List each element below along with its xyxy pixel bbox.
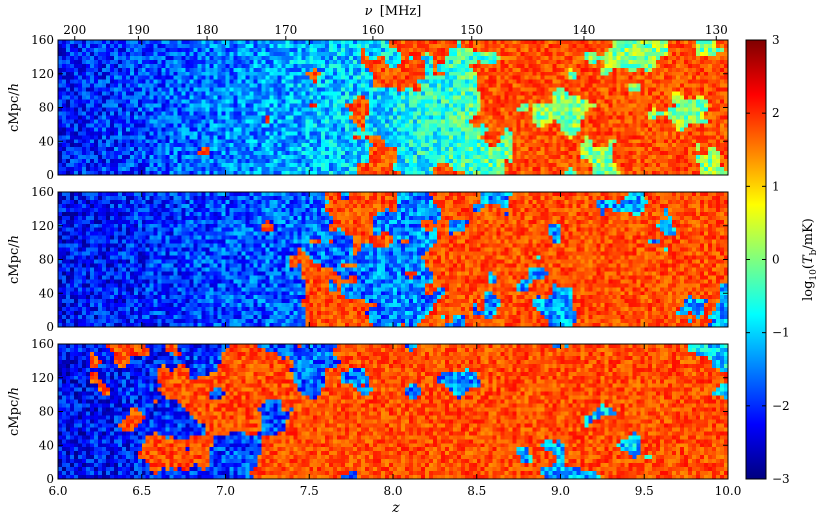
x-tick-label: 7.0 <box>216 484 235 498</box>
y-tick-label: 80 <box>39 405 54 419</box>
x-tick-label: 8.0 <box>383 484 402 498</box>
x-tick-label: 6.5 <box>132 484 151 498</box>
y-tick-label: 160 <box>31 33 54 47</box>
y-axis-label-middle: cMpc/h <box>7 235 22 284</box>
colorbar-tick-label: 0 <box>772 253 780 267</box>
heatmap-image-top <box>58 40 728 175</box>
y-tick-label: 0 <box>46 472 54 486</box>
y-tick-label: 0 <box>46 320 54 334</box>
x-tick-label: 8.5 <box>467 484 486 498</box>
colorbar-tick-label: 3 <box>772 33 780 47</box>
top-axis-label: ν [MHz] <box>365 4 422 19</box>
heatmap-image-middle <box>58 192 728 327</box>
y-tick-label: 40 <box>39 438 54 452</box>
y-tick-label: 120 <box>31 371 54 385</box>
y-tick-label: 160 <box>31 185 54 199</box>
y-tick-label: 80 <box>39 101 54 115</box>
colorbar-tick-label: 2 <box>772 106 780 120</box>
y-tick-label: 120 <box>31 67 54 81</box>
y-tick-label: 160 <box>31 337 54 351</box>
top-tick-label: 190 <box>127 23 150 37</box>
panel-top: 0 40 80 120 160 cMpc/h <box>7 33 729 182</box>
panel-bottom: 0 40 80 120 160 cMpc/h <box>7 337 729 486</box>
colorbar-tick-label: −1 <box>772 326 790 340</box>
heatmap-image-bottom <box>58 344 728 479</box>
top-frequency-axis: ν [MHz] 200 190 180 170 160 150 140 130 <box>63 4 728 40</box>
x-tick-label: 9.5 <box>635 484 654 498</box>
colorbar-tick-label: −3 <box>772 472 790 486</box>
top-tick-label: 130 <box>705 23 728 37</box>
top-tick-label: 150 <box>460 23 483 37</box>
x-tick-label: 9.0 <box>551 484 570 498</box>
y-tick-label: 120 <box>31 219 54 233</box>
colorbar-tick-label: −2 <box>772 399 790 413</box>
x-tick-label: 7.5 <box>300 484 319 498</box>
y-tick-label: 0 <box>46 168 54 182</box>
x-axis: 6.0 6.5 7.0 7.5 8.0 8.5 9.0 9.5 10.0 z <box>48 484 741 516</box>
x-tick-label: 10.0 <box>715 484 742 498</box>
top-axis-label-symbol: ν <box>365 4 373 19</box>
colorbar-label: log10(Tb/mK) <box>801 218 819 301</box>
top-tick-label: 200 <box>63 23 86 37</box>
x-axis-ticks: 6.0 6.5 7.0 7.5 8.0 8.5 9.0 9.5 10.0 <box>48 484 741 498</box>
top-axis-ticks: 200 190 180 170 160 150 140 130 <box>63 23 728 40</box>
top-tick-label: 180 <box>196 23 219 37</box>
top-tick-label: 170 <box>274 23 297 37</box>
x-tick-label: 6.0 <box>48 484 67 498</box>
colorbar: −3 −2 −1 0 1 2 3 log10(Tb/mK) <box>745 33 819 486</box>
top-tick-label: 140 <box>572 23 595 37</box>
y-tick-label: 80 <box>39 253 54 267</box>
colorbar-ticks: −3 −2 −1 0 1 2 3 <box>746 33 790 486</box>
y-tick-label: 40 <box>39 134 54 148</box>
y-axis-label-bottom: cMpc/h <box>7 387 22 436</box>
x-axis-label: z <box>391 500 400 516</box>
y-tick-label: 40 <box>39 286 54 300</box>
y-axis-label-top: cMpc/h <box>7 83 22 132</box>
top-axis-label-unit: [MHz] <box>380 4 422 19</box>
colorbar-tick-label: 1 <box>772 179 780 193</box>
panel-middle: 0 40 80 120 160 cMpc/h <box>7 185 729 334</box>
top-tick-label: 160 <box>361 23 384 37</box>
